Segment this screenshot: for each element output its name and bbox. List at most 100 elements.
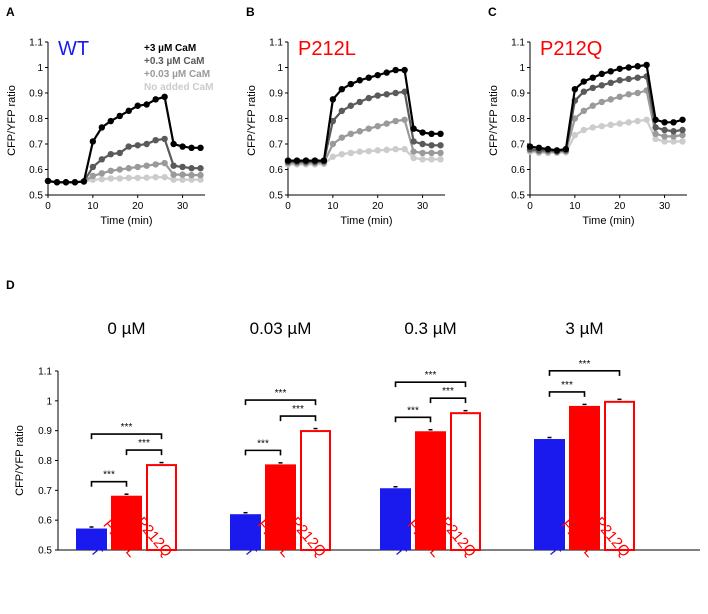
data-point xyxy=(661,119,668,126)
y-tick-label: 1.1 xyxy=(29,38,43,49)
y-tick-label: 1 xyxy=(46,396,52,407)
y-tick-label: 0.9 xyxy=(511,89,525,100)
data-point xyxy=(616,93,623,101)
data-point xyxy=(188,171,195,179)
data-point xyxy=(161,159,168,167)
data-point xyxy=(89,172,97,180)
data-point xyxy=(161,93,168,101)
data-point xyxy=(116,149,123,157)
data-point xyxy=(437,130,444,137)
y-tick-label: 0.6 xyxy=(511,165,525,176)
data-point xyxy=(347,102,354,109)
y-tick-label: 0.5 xyxy=(269,191,283,202)
x-tick-label: 20 xyxy=(614,201,626,212)
data-point xyxy=(652,130,659,137)
data-point xyxy=(374,71,381,79)
data-point xyxy=(580,126,588,134)
data-point xyxy=(197,144,204,152)
x-tick-label: 0 xyxy=(285,201,291,212)
data-point xyxy=(616,65,623,72)
significance-bracket xyxy=(548,391,586,397)
significance-label: *** xyxy=(561,380,573,391)
data-point xyxy=(383,120,390,127)
data-point xyxy=(410,154,417,162)
panel-letter: A xyxy=(6,5,15,19)
data-point xyxy=(125,107,132,115)
x-tick-label: 30 xyxy=(177,201,189,212)
data-point xyxy=(437,149,444,157)
group-title: 0.3 µM xyxy=(404,319,456,338)
x-axis-label: Time (min) xyxy=(340,215,392,227)
series-line xyxy=(529,63,683,152)
y-tick-label: 0.8 xyxy=(511,114,525,125)
x-tick-label: 20 xyxy=(132,201,144,212)
y-tick-label: 0.6 xyxy=(29,165,43,176)
bar xyxy=(265,464,296,550)
data-point xyxy=(170,171,177,178)
data-point xyxy=(419,156,426,163)
data-point xyxy=(419,140,426,148)
significance-label: *** xyxy=(425,370,437,381)
significance-bracket xyxy=(394,416,432,423)
y-tick-label: 0.7 xyxy=(29,140,43,151)
data-point xyxy=(419,129,426,136)
data-point xyxy=(607,79,614,87)
data-point xyxy=(44,177,52,185)
x-tick-label: 0 xyxy=(45,201,51,212)
series-line xyxy=(529,118,683,154)
data-point xyxy=(116,166,123,173)
data-point xyxy=(329,96,337,103)
data-point xyxy=(383,146,390,154)
data-point xyxy=(116,175,123,182)
x-axis-label: Time (min) xyxy=(582,215,634,227)
line-panel-b: B P212L 0.5 0.6 0.7 0.8 0.9 1 1.1 0 10 20 30 CFP/YFP … xyxy=(246,5,445,227)
data-point xyxy=(188,176,195,183)
data-point xyxy=(428,130,435,137)
data-point xyxy=(134,174,141,182)
data-point xyxy=(62,179,70,186)
y-axis-label: CFP/YFP ratio xyxy=(14,425,26,496)
data-point xyxy=(401,116,408,123)
data-point xyxy=(392,66,399,74)
data-point xyxy=(80,178,88,185)
x-tick-label: 10 xyxy=(569,201,581,212)
data-point xyxy=(170,176,177,183)
data-point xyxy=(125,174,132,182)
data-point xyxy=(116,112,123,120)
significance-label: *** xyxy=(103,470,115,481)
data-point xyxy=(338,107,346,115)
data-point xyxy=(571,115,579,122)
data-point xyxy=(571,131,579,139)
x-tick-label: 30 xyxy=(659,201,671,212)
data-point xyxy=(598,70,605,78)
significance-bracket xyxy=(394,381,467,388)
data-point xyxy=(152,136,159,144)
data-point xyxy=(410,148,417,155)
data-point xyxy=(134,142,141,149)
data-point xyxy=(98,170,106,177)
data-point xyxy=(188,165,195,172)
data-point xyxy=(143,162,150,169)
data-point xyxy=(643,61,650,69)
significance-label: *** xyxy=(579,359,591,370)
data-point xyxy=(589,102,596,109)
panel-letter: D xyxy=(6,278,15,292)
data-point xyxy=(107,167,115,174)
data-point xyxy=(98,124,106,131)
data-point xyxy=(179,176,186,183)
data-point xyxy=(383,69,390,76)
data-point xyxy=(374,147,381,154)
x-tick-label: 10 xyxy=(87,201,99,212)
group-title: 0 µM xyxy=(107,319,145,338)
data-point xyxy=(338,85,346,93)
data-point xyxy=(661,126,668,134)
data-point xyxy=(401,66,408,74)
data-point xyxy=(679,126,686,134)
data-point xyxy=(170,162,177,169)
x-tick-label: 20 xyxy=(372,201,384,212)
y-tick-label: 0.8 xyxy=(29,114,43,125)
group-title: 3 µM xyxy=(565,319,603,338)
data-point xyxy=(580,88,588,95)
data-point xyxy=(625,75,632,83)
